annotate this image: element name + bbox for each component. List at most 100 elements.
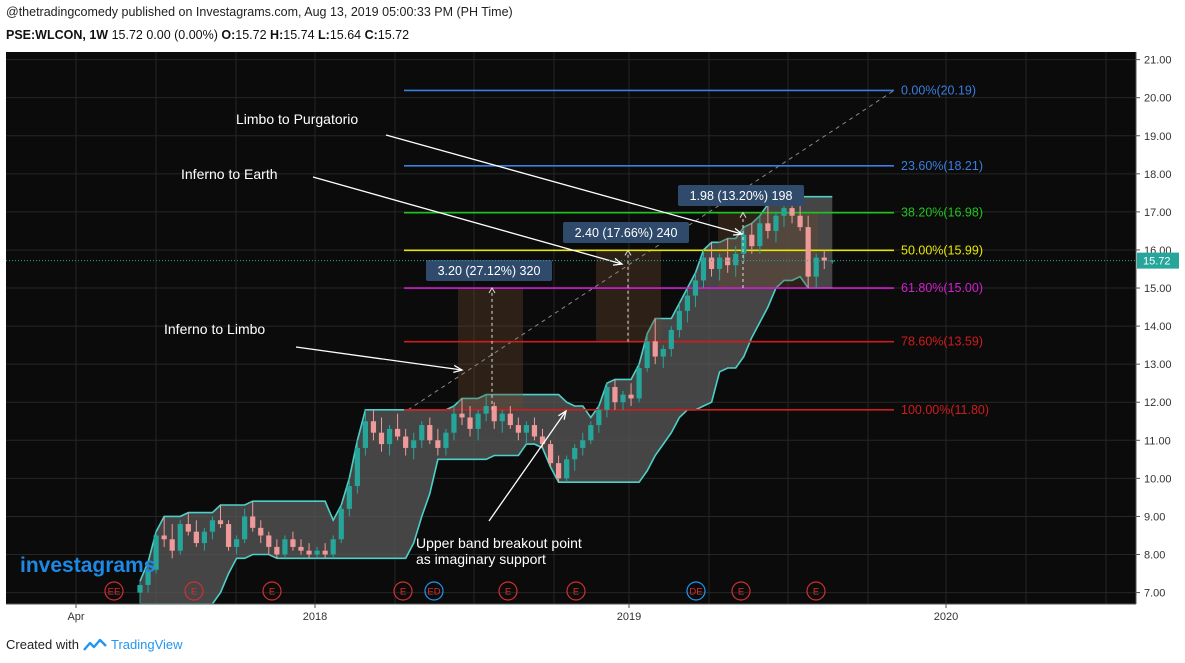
candle-body [491, 406, 497, 422]
y-tick-label: 19.00 [1144, 131, 1172, 143]
candle-body [596, 409, 602, 426]
y-tick-label: 15.00 [1144, 283, 1172, 295]
candle-body [700, 257, 707, 281]
last-price-label: 15.72 [1143, 256, 1171, 268]
annotation-arrow [295, 346, 463, 371]
candle-body [314, 550, 320, 555]
upper-band [139, 195, 833, 582]
candle-body [395, 428, 401, 437]
symbol-label: PSE:WLCON, 1W [6, 28, 109, 42]
candle-body [427, 425, 433, 441]
candle-body [539, 436, 546, 445]
candle-body [354, 447, 360, 486]
candle-body [443, 432, 449, 448]
published-line: @thetradingcomedy published on Investagr… [6, 5, 513, 19]
y-tick-label: 17.00 [1144, 207, 1172, 219]
candle-body [258, 527, 264, 536]
candle-body [829, 260, 835, 262]
watermark-logo: investagrams [20, 554, 155, 577]
fib-label: 100.00%(11.80) [901, 403, 989, 417]
event-marker-label: DE [689, 587, 702, 598]
candle-body [290, 539, 296, 547]
price-chart[interactable]: 0.00%(20.19) 23.60%(18.21) 38.20%(16.98) 50… [6, 52, 1180, 626]
candle-body [660, 348, 666, 357]
candle-body [588, 425, 594, 441]
measurement-label-box [678, 185, 804, 206]
annotation-text: Inferno to Limbo [164, 321, 265, 337]
y-tick-label: 8.00 [1144, 550, 1165, 562]
tradingview-brand[interactable]: TradingView [110, 637, 183, 652]
candle-body [378, 432, 385, 445]
candle-body [346, 485, 352, 509]
event-marker-icon [424, 581, 444, 601]
candle-body [531, 425, 538, 437]
fib-label: 50.00%(15.99) [901, 243, 983, 257]
event-marker-label: ED [427, 587, 440, 598]
measurement-label-box [563, 222, 689, 243]
x-tick-label: 2018 [303, 611, 327, 623]
annotation-text: Inferno to Earth [181, 166, 278, 182]
candle-body [757, 223, 763, 247]
event-marker-label: E [269, 587, 275, 598]
candle-body [467, 417, 473, 429]
event-marker-icon [731, 581, 751, 601]
candle-body [717, 257, 723, 269]
fib-label: 78.60%(13.59) [901, 335, 983, 349]
created-with-label: Created with [6, 637, 79, 652]
candle-body [370, 421, 377, 433]
event-marker-label: E [738, 587, 744, 598]
quote-line: PSE:WLCON, 1W 15.72 0.00 (0.00%) O:15.72… [6, 28, 409, 42]
event-marker-icon [104, 581, 124, 601]
footer: Created with TradingView [6, 637, 183, 652]
high-value: 15.74 [283, 28, 315, 42]
fib-label: 0.00%(20.19) [901, 83, 976, 97]
fib-label: 23.60%(18.21) [901, 159, 983, 173]
candle-body [250, 516, 256, 528]
event-marker-label: EE [108, 587, 121, 598]
measurement-arrowhead [488, 287, 496, 294]
y-tick-label: 12.00 [1144, 397, 1172, 409]
candle-body [362, 421, 368, 448]
annotation-arrow [488, 410, 567, 522]
candle-body [169, 539, 175, 551]
open-value: 15.72 [235, 28, 267, 42]
close-label: C: [364, 28, 378, 42]
candle-body [684, 295, 690, 311]
candle-body [185, 524, 191, 532]
candle-body [234, 539, 240, 547]
candle-body [161, 535, 167, 540]
y-tick-label: 18.00 [1144, 169, 1172, 181]
candle-body [153, 535, 159, 570]
candle-body [242, 516, 248, 540]
candle-body [725, 257, 731, 266]
annotation-text: Upper band breakout point [416, 535, 582, 551]
candle-body [209, 520, 216, 532]
candle-body [459, 413, 465, 418]
candle-body [330, 539, 336, 555]
candle-body [523, 425, 529, 433]
low-label: L: [318, 28, 330, 42]
candle-body [225, 524, 232, 547]
candle-body [564, 459, 570, 479]
chart-area[interactable]: 0.00%(20.19) 23.60%(18.21) 38.20%(16.98) 50… [6, 52, 1180, 626]
measurement-label: 3.20 (27.12%) 320 [438, 264, 541, 278]
quote-value: 15.72 0.00 (0.00%) [111, 28, 218, 42]
low-value: 15.64 [329, 28, 362, 42]
candle-body [572, 447, 578, 460]
annotation-arrowhead [558, 409, 567, 420]
x-tick-label: Apr [67, 611, 84, 623]
annotation-arrowhead [612, 257, 624, 266]
candle-body [137, 584, 143, 593]
high-label: H: [270, 28, 284, 42]
candle-body [765, 223, 771, 231]
candle-body [580, 440, 586, 448]
candle-body [419, 425, 425, 441]
y-tick-label: 14.00 [1144, 321, 1172, 333]
candle-body [451, 413, 457, 433]
measurement-label: 2.40 (17.66%) 240 [575, 226, 678, 240]
candle-body [282, 539, 288, 555]
candle-body [386, 428, 393, 445]
candle-body [403, 436, 409, 448]
candle-body [475, 413, 481, 429]
candle-body [322, 550, 328, 555]
